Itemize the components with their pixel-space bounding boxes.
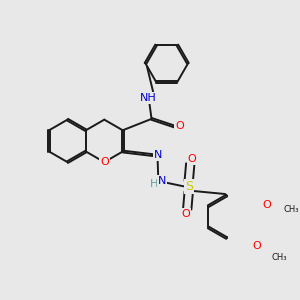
Text: H: H	[150, 179, 158, 189]
Text: S: S	[185, 180, 193, 193]
Text: N: N	[158, 176, 166, 186]
Text: O: O	[181, 209, 190, 219]
Text: N: N	[153, 150, 162, 160]
Text: CH₃: CH₃	[272, 253, 287, 262]
Text: O: O	[252, 242, 261, 251]
Text: O: O	[175, 122, 184, 131]
Text: NH: NH	[140, 93, 156, 103]
Text: CH₃: CH₃	[284, 206, 299, 214]
Text: O: O	[188, 154, 196, 164]
Text: O: O	[262, 200, 271, 210]
Text: O: O	[100, 157, 109, 167]
